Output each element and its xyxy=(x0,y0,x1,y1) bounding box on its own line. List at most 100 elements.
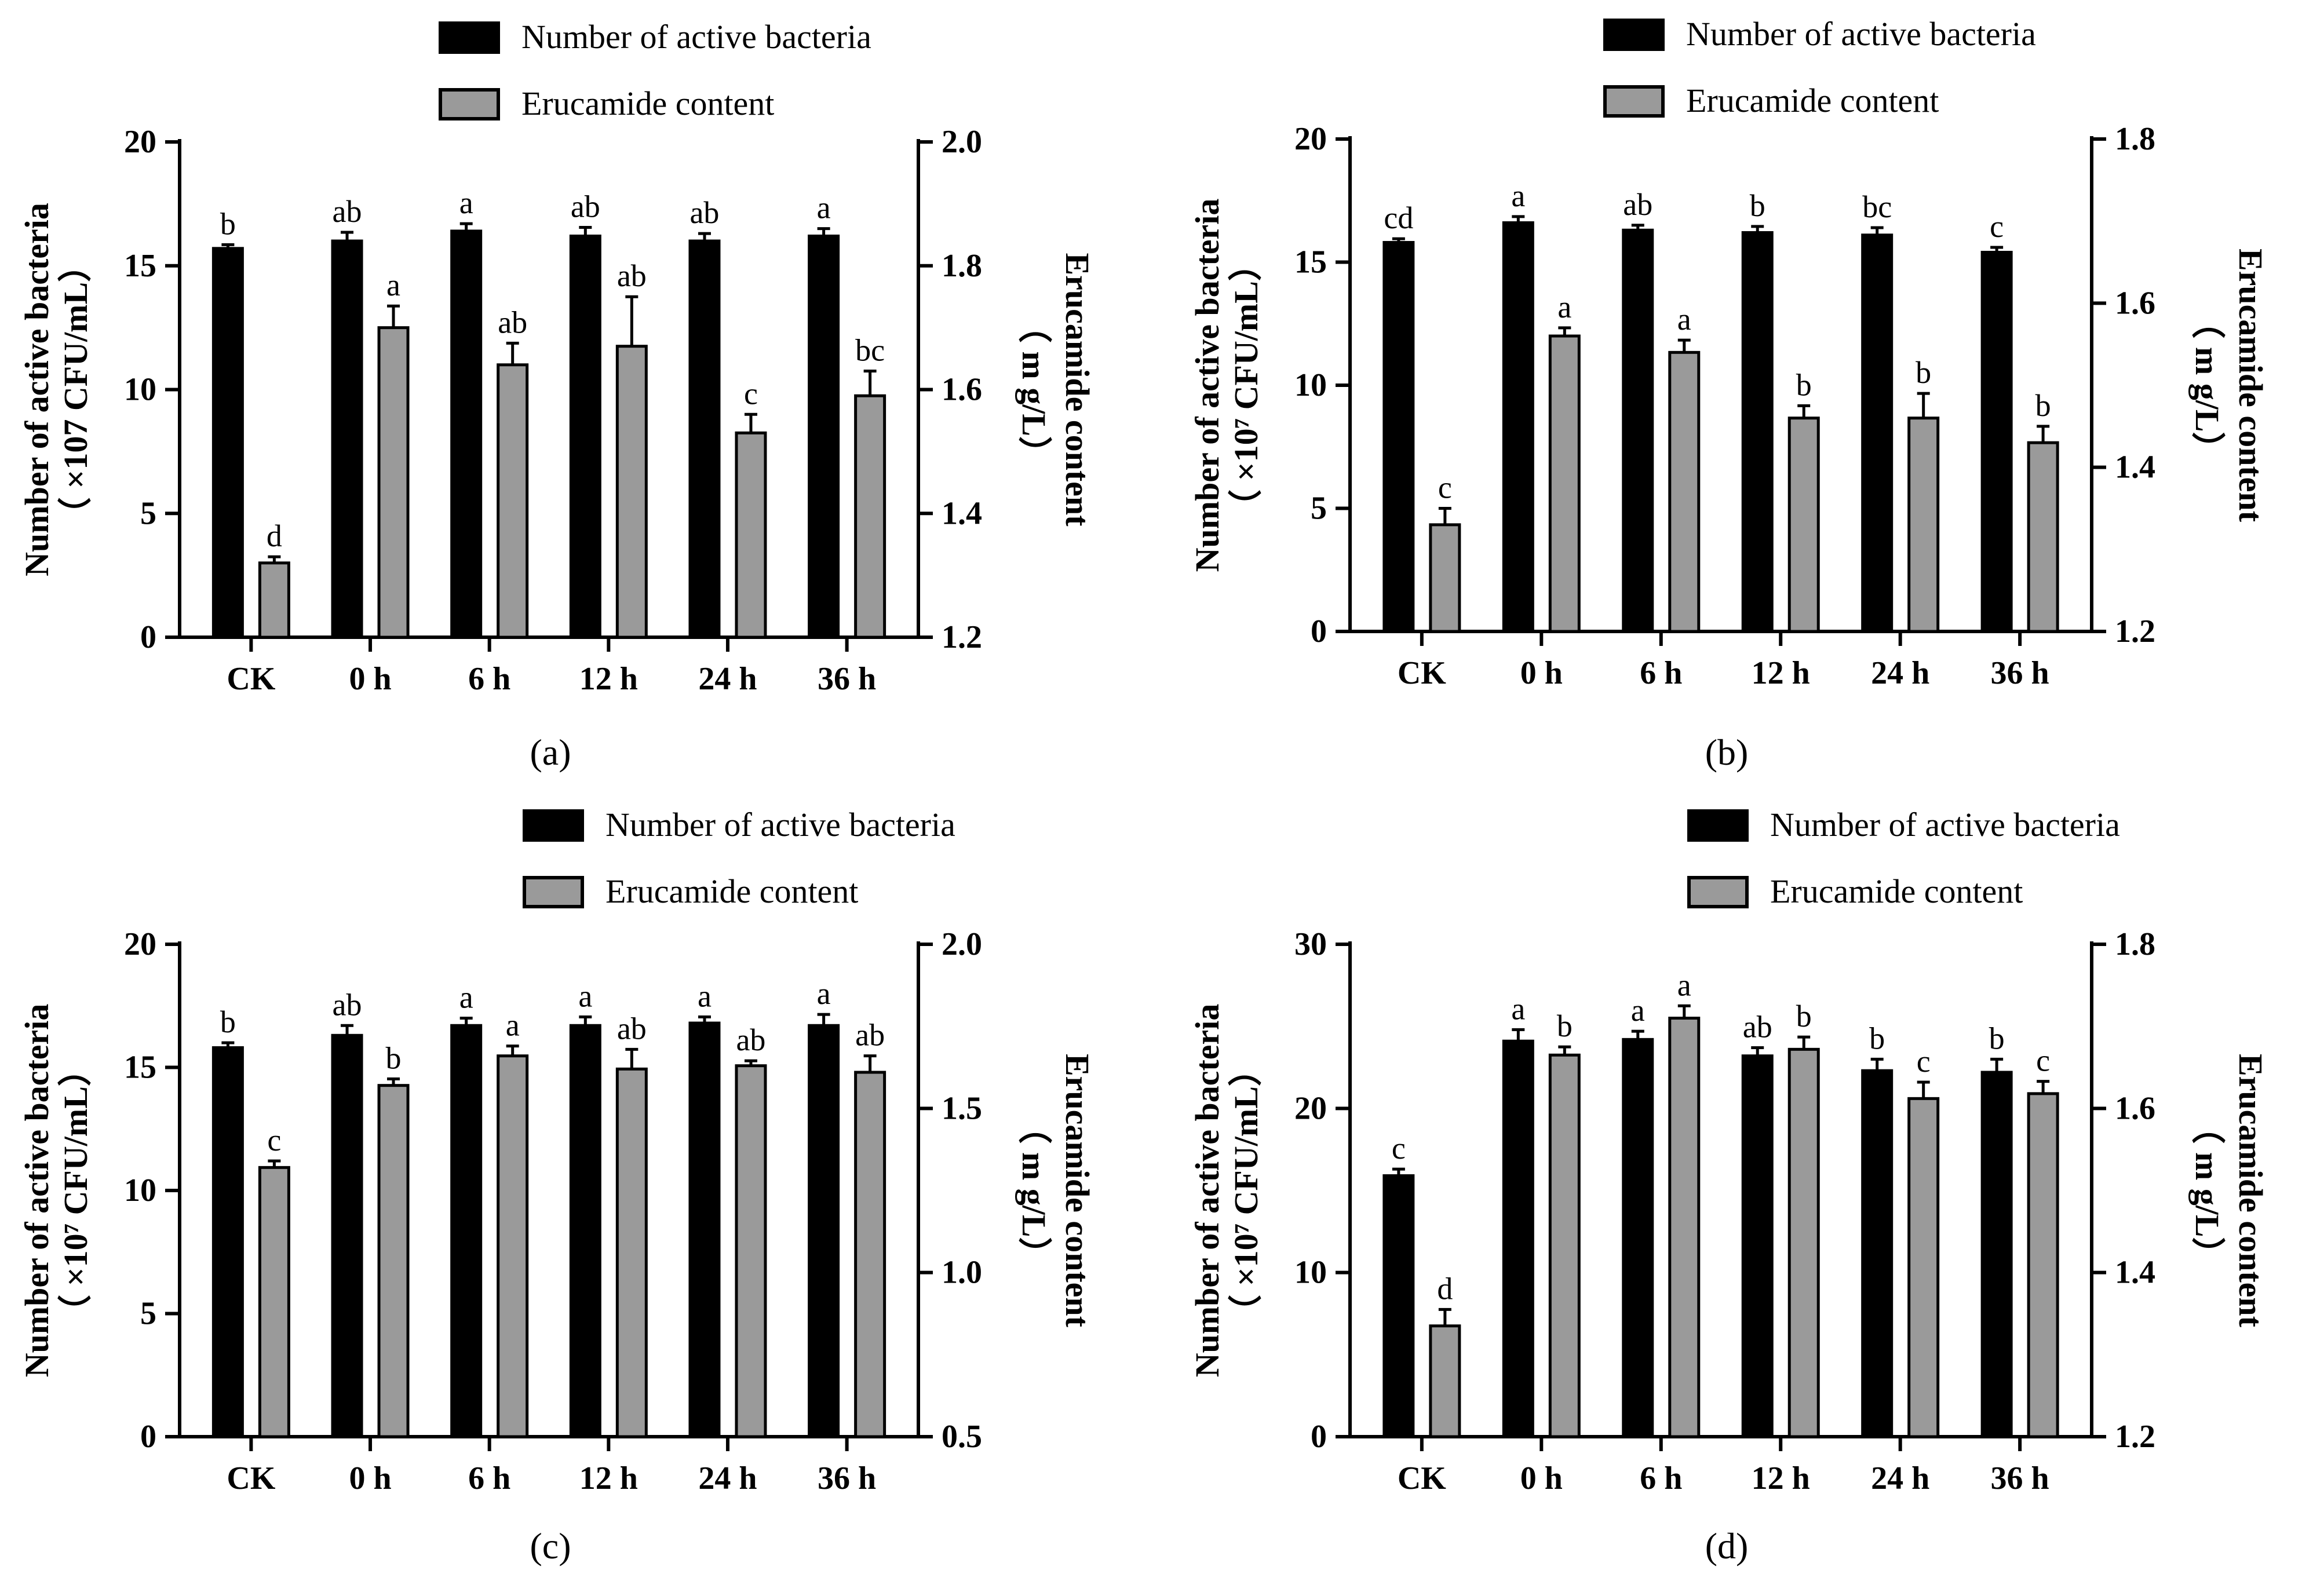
right-tick-label: 2.0 xyxy=(942,124,982,160)
bar-active-bacteria xyxy=(1741,1054,1774,1438)
left-tick-label: 10 xyxy=(124,372,156,408)
legend-swatch xyxy=(439,21,500,54)
bar-erucamide xyxy=(1548,334,1581,633)
left-tick-label: 10 xyxy=(124,1173,156,1208)
chart-panel-2: Number of active bacteria Erucamide conte… xyxy=(1188,15,2270,773)
x-tick-label: CK xyxy=(227,661,275,697)
right-tick-label: 1.4 xyxy=(2115,1255,2155,1291)
bar-active-bacteria xyxy=(808,1024,840,1438)
bar-active-bacteria xyxy=(1980,1071,2013,1438)
legend-label: Number of active bacteria xyxy=(1770,806,2120,843)
legend-label: Number of active bacteria xyxy=(521,18,871,56)
significance-label: a xyxy=(578,978,592,1013)
x-tick-label: CK xyxy=(227,1460,275,1496)
right-axis-unit: （ m g/L） xyxy=(1015,309,1053,470)
significance-label: ab xyxy=(736,1022,765,1057)
x-tick-label: 12 h xyxy=(579,661,638,697)
x-tick-label: 6 h xyxy=(468,661,510,697)
bar-erucamide xyxy=(1907,1097,1940,1438)
x-tick-label: 36 h xyxy=(1991,655,2049,691)
bar-active-bacteria xyxy=(1382,241,1415,633)
significance-label: b xyxy=(1750,188,1765,223)
right-axis-title: Erucamide content xyxy=(1059,1054,1096,1328)
bar-active-bacteria xyxy=(688,239,721,639)
significance-label: c xyxy=(1392,1131,1406,1166)
x-tick-label: 24 h xyxy=(698,661,757,697)
significance-label: c xyxy=(267,1123,281,1157)
panel-label: (d) xyxy=(1705,1525,1749,1566)
legend-swatch xyxy=(1603,85,1665,118)
bar-active-bacteria xyxy=(569,234,601,639)
significance-label: ab xyxy=(498,305,527,339)
x-tick-label: 0 h xyxy=(1520,1460,1563,1496)
legend-label: Number of active bacteria xyxy=(605,806,955,843)
bar-erucamide xyxy=(497,363,529,639)
significance-label: b xyxy=(1557,1009,1573,1043)
right-axis-title: Erucamide content xyxy=(2232,1054,2270,1328)
bar-active-bacteria xyxy=(450,1024,483,1438)
significance-label: a xyxy=(506,1008,520,1043)
bar-erucamide xyxy=(1787,1047,1820,1438)
left-axis-title: Number of active bacteria xyxy=(18,1004,56,1378)
right-tick-label: 1.2 xyxy=(2115,1419,2155,1455)
significance-label: cd xyxy=(1384,200,1413,235)
bar-active-bacteria xyxy=(1502,1039,1534,1438)
right-tick-label: 1.6 xyxy=(2115,285,2155,321)
legend: Number of active bacteria Erucamide conte… xyxy=(1687,806,2120,910)
bar-active-bacteria xyxy=(1502,221,1534,633)
x-tick-label: 36 h xyxy=(1991,1460,2049,1496)
significance-label: a xyxy=(1557,290,1571,324)
right-tick-label: 1.6 xyxy=(942,372,982,408)
right-tick-label: 1.8 xyxy=(2115,926,2155,962)
significance-label: a xyxy=(1511,178,1525,213)
right-axis-title: Erucamide content xyxy=(2232,249,2270,523)
bar-active-bacteria xyxy=(331,239,363,639)
legend: Number of active bacteria Erucamide conte… xyxy=(1603,15,2036,119)
significance-label: a xyxy=(817,191,831,225)
significance-label: ab xyxy=(617,1011,647,1046)
significance-label: a xyxy=(459,185,473,220)
right-tick-label: 1.2 xyxy=(2115,613,2155,649)
bar-erucamide xyxy=(2027,441,2059,633)
significance-label: b xyxy=(386,1040,402,1075)
significance-label: ab xyxy=(333,194,362,229)
significance-label: c xyxy=(1917,1044,1931,1079)
bar-erucamide xyxy=(735,431,767,639)
bar-erucamide xyxy=(1429,523,1461,633)
bar-erucamide xyxy=(1787,417,1820,633)
left-tick-label: 0 xyxy=(140,1419,156,1455)
left-tick-label: 30 xyxy=(1294,926,1327,962)
bar-erucamide xyxy=(854,1071,886,1438)
significance-label: b xyxy=(1796,367,1812,402)
left-tick-label: 20 xyxy=(1294,1090,1327,1126)
right-tick-label: 0.5 xyxy=(942,1419,982,1455)
left-tick-label: 15 xyxy=(124,248,156,284)
right-tick-label: 1.0 xyxy=(942,1255,982,1291)
left-tick-label: 20 xyxy=(124,926,156,962)
left-axis-title: Number of active bacteria xyxy=(1188,199,1226,572)
bar-active-bacteria xyxy=(808,234,840,639)
significance-label: b xyxy=(1916,355,1931,390)
x-tick-label: 36 h xyxy=(818,661,876,697)
bar-erucamide xyxy=(735,1064,767,1438)
legend-label: Erucamide content xyxy=(521,85,774,122)
left-tick-label: 15 xyxy=(124,1050,156,1086)
significance-label: b xyxy=(1796,999,1812,1033)
significance-label: ab xyxy=(571,189,600,224)
legend: Number of active bacteria Erucamide conte… xyxy=(523,806,955,910)
x-tick-label: 0 h xyxy=(349,661,391,697)
significance-label: ab xyxy=(855,1018,885,1053)
significance-label: d xyxy=(1437,1271,1453,1306)
significance-label: c xyxy=(2036,1043,2050,1078)
bar-erucamide xyxy=(377,326,410,639)
left-tick-label: 0 xyxy=(140,619,156,655)
significance-label: ab xyxy=(1743,1010,1772,1044)
panel-label: (a) xyxy=(530,732,571,773)
significance-label: a xyxy=(1631,993,1645,1028)
left-tick-label: 5 xyxy=(140,495,156,531)
bar-erucamide xyxy=(854,394,886,639)
significance-label: ab xyxy=(689,195,719,230)
legend-label: Erucamide content xyxy=(1686,82,1939,119)
left-axis-title: Number of active bacteria xyxy=(18,203,56,576)
